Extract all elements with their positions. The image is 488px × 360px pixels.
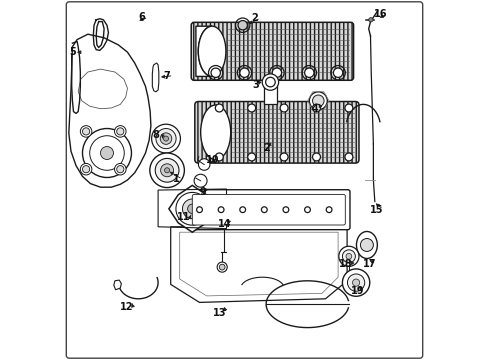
Polygon shape: [114, 280, 121, 290]
Circle shape: [247, 153, 255, 161]
Circle shape: [156, 129, 176, 149]
Circle shape: [82, 128, 89, 135]
Circle shape: [312, 104, 320, 112]
Circle shape: [82, 129, 131, 177]
Circle shape: [239, 68, 249, 77]
Text: 13: 13: [213, 308, 226, 318]
Circle shape: [347, 274, 364, 291]
Text: 2: 2: [263, 143, 270, 153]
Circle shape: [309, 92, 326, 110]
Circle shape: [176, 192, 208, 225]
Circle shape: [342, 250, 355, 263]
Circle shape: [338, 246, 358, 266]
Circle shape: [312, 153, 320, 161]
Ellipse shape: [198, 26, 225, 76]
Circle shape: [312, 95, 324, 107]
Polygon shape: [152, 63, 159, 92]
Ellipse shape: [356, 231, 377, 258]
FancyBboxPatch shape: [191, 22, 353, 80]
Text: 3: 3: [251, 80, 258, 90]
Polygon shape: [168, 185, 215, 232]
Circle shape: [194, 174, 206, 187]
Text: 2: 2: [250, 13, 257, 23]
Text: 11: 11: [176, 212, 190, 222]
Polygon shape: [196, 26, 212, 76]
FancyBboxPatch shape: [194, 102, 358, 163]
Text: 17: 17: [362, 258, 376, 269]
Circle shape: [272, 68, 281, 77]
Circle shape: [280, 153, 287, 161]
Text: 18: 18: [339, 258, 352, 269]
Circle shape: [262, 74, 278, 90]
Circle shape: [280, 104, 287, 112]
Circle shape: [182, 199, 202, 219]
Bar: [263, 82, 277, 104]
Circle shape: [155, 158, 179, 182]
Circle shape: [265, 77, 275, 87]
Circle shape: [304, 68, 313, 77]
Polygon shape: [78, 69, 127, 109]
Circle shape: [218, 207, 224, 212]
Circle shape: [215, 104, 223, 112]
Circle shape: [261, 207, 266, 212]
Circle shape: [117, 128, 123, 135]
Circle shape: [117, 166, 123, 173]
Circle shape: [344, 153, 352, 161]
Ellipse shape: [200, 105, 230, 159]
Circle shape: [114, 163, 126, 175]
Circle shape: [101, 147, 113, 159]
FancyBboxPatch shape: [187, 190, 349, 230]
Text: 4: 4: [311, 104, 317, 114]
Circle shape: [160, 164, 173, 177]
Text: 16: 16: [373, 9, 386, 19]
Circle shape: [80, 126, 92, 137]
Text: 7: 7: [163, 71, 170, 81]
Circle shape: [160, 133, 171, 144]
Circle shape: [149, 153, 184, 188]
Polygon shape: [179, 232, 337, 296]
Circle shape: [304, 207, 310, 212]
Circle shape: [187, 204, 197, 213]
Text: 5: 5: [69, 47, 76, 57]
Circle shape: [239, 207, 245, 212]
Text: 8: 8: [153, 130, 160, 140]
Circle shape: [198, 159, 209, 170]
Circle shape: [342, 269, 369, 296]
Circle shape: [325, 207, 331, 212]
Circle shape: [151, 124, 180, 153]
Text: 6: 6: [138, 12, 145, 22]
Circle shape: [215, 153, 223, 161]
Circle shape: [360, 238, 373, 252]
Circle shape: [82, 166, 89, 173]
Text: 19: 19: [350, 286, 364, 296]
Text: 9: 9: [199, 186, 206, 197]
Circle shape: [219, 264, 224, 270]
Circle shape: [368, 18, 372, 22]
Circle shape: [247, 104, 255, 112]
Circle shape: [352, 279, 359, 286]
Circle shape: [163, 136, 168, 141]
Circle shape: [333, 68, 342, 77]
Circle shape: [238, 21, 247, 30]
Circle shape: [211, 68, 220, 77]
Circle shape: [114, 126, 126, 137]
Circle shape: [344, 104, 352, 112]
Circle shape: [80, 163, 92, 175]
Circle shape: [217, 262, 227, 272]
Polygon shape: [69, 34, 151, 187]
Text: 12: 12: [120, 302, 133, 312]
Circle shape: [89, 136, 124, 170]
Circle shape: [346, 253, 351, 259]
Polygon shape: [170, 227, 346, 302]
Text: 15: 15: [369, 204, 383, 215]
Text: 1: 1: [172, 174, 179, 184]
Circle shape: [283, 207, 288, 212]
Circle shape: [164, 168, 169, 173]
Text: 14: 14: [218, 219, 231, 229]
Circle shape: [196, 207, 202, 212]
Text: 10: 10: [205, 155, 219, 165]
FancyBboxPatch shape: [192, 194, 345, 225]
